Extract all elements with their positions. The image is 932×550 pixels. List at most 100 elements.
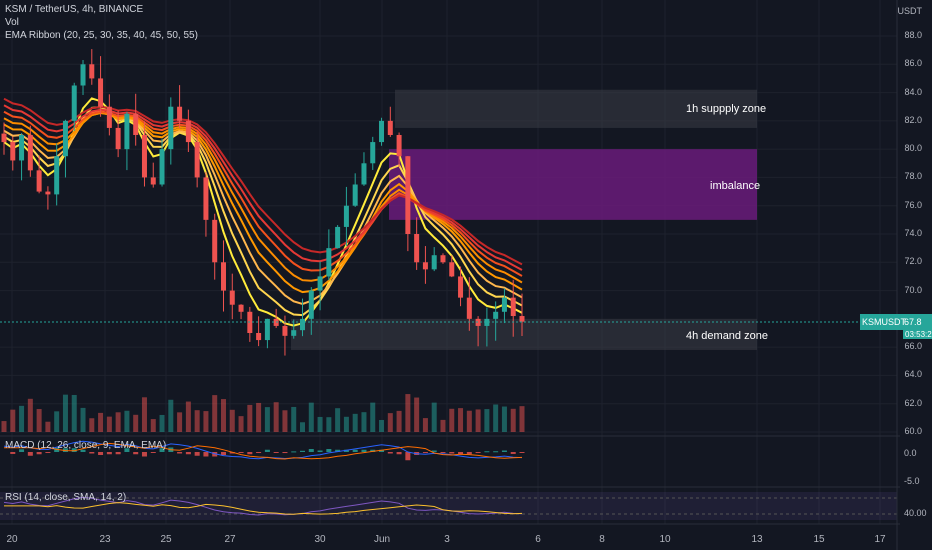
volume-bar — [80, 407, 86, 432]
volume-legend[interactable]: Vol — [5, 17, 19, 28]
candle-body — [352, 184, 358, 206]
volume-bar — [62, 394, 68, 432]
time-axis-label: 30 — [314, 534, 326, 545]
candle-body — [45, 191, 51, 195]
macd-histogram-bar — [220, 452, 226, 455]
time-axis-label: 25 — [160, 534, 172, 545]
candle-body — [238, 304, 244, 312]
candle-body — [36, 170, 42, 192]
zone-1 — [389, 149, 757, 220]
volume-bar — [106, 416, 112, 432]
macd-histogram-bar — [326, 449, 332, 452]
time-axis-label: 13 — [751, 534, 763, 545]
candle-body — [396, 135, 402, 157]
macd-histogram-bar — [379, 449, 385, 452]
macd-legend[interactable]: MACD (12, 26, close, 9, EMA, EMA) — [5, 440, 167, 451]
imbalance-zone-label: imbalance — [710, 180, 761, 192]
volume-bar — [177, 412, 183, 432]
macd-histogram-bar — [519, 452, 525, 453]
time-axis-label: 27 — [224, 534, 236, 545]
candle-body — [414, 234, 420, 263]
macd-histogram-bar — [80, 449, 86, 452]
time-axis-label: 3 — [444, 534, 450, 545]
rsi-line — [3, 496, 523, 516]
volume-bar — [36, 409, 42, 432]
candle-body — [89, 64, 95, 79]
macd-histogram-bar — [106, 452, 112, 455]
macd-histogram-bar — [317, 450, 323, 452]
candle-body — [98, 78, 104, 107]
bar-countdown: 03:53:2 — [903, 330, 932, 339]
macd-histogram-bar — [124, 448, 130, 452]
volume-bar — [352, 413, 358, 432]
last-price-tag: KSMUSDT 67.8 — [860, 314, 932, 330]
macd-histogram-bar — [238, 452, 244, 453]
macd-axis-neg: -5.0 — [904, 476, 920, 486]
candle-body — [27, 135, 33, 171]
macd-histogram-bar — [133, 452, 139, 455]
volume-bar — [484, 409, 490, 432]
macd-histogram-bar — [370, 449, 376, 452]
candle-body — [361, 163, 367, 185]
volume-bar — [405, 394, 411, 432]
volume-bar — [150, 419, 156, 432]
candle-body — [1, 133, 7, 143]
candle-body — [405, 156, 411, 234]
macd-histogram-bar — [159, 448, 165, 452]
zone-0 — [395, 89, 757, 128]
volume-bar — [510, 408, 516, 432]
macd-histogram-bar — [36, 452, 42, 455]
candle-body — [203, 177, 209, 220]
macd-histogram-bar — [387, 452, 393, 454]
price-axis-label: 66.0 — [904, 341, 922, 352]
price-axis-label: 76.0 — [904, 199, 922, 210]
ema-ribbon-legend[interactable]: EMA Ribbon (20, 25, 30, 35, 40, 45, 50, … — [5, 30, 198, 41]
volume-bar — [98, 412, 104, 432]
macd-histogram-bar — [422, 452, 428, 453]
rsi-legend[interactable]: RSI (14, close, SMA, 14, 2) — [5, 492, 127, 503]
macd-histogram-bar — [115, 452, 121, 455]
macd-histogram-bar — [396, 452, 402, 455]
volume-bar — [431, 402, 437, 432]
chart-title[interactable]: KSM / TetherUS, 4h, BINANCE — [5, 4, 144, 15]
candle-body — [501, 297, 507, 312]
volume-bar — [282, 410, 288, 432]
candle-body — [291, 330, 297, 336]
candle-body — [317, 276, 323, 291]
candle-body — [484, 318, 490, 326]
candle-body — [475, 318, 481, 326]
volume-bar — [396, 410, 402, 432]
macd-histogram-bar — [273, 452, 279, 453]
candle-body — [343, 205, 349, 227]
candle-body — [71, 85, 77, 121]
macd-histogram-bar — [45, 452, 51, 453]
macd-histogram-bar — [71, 448, 77, 452]
macd-histogram-bar — [484, 451, 490, 453]
price-axis-label: 60.0 — [904, 426, 922, 436]
macd-histogram-bar — [458, 452, 464, 455]
candle-body — [177, 106, 183, 121]
volume-bar — [519, 406, 525, 432]
candle-body — [282, 325, 288, 336]
time-axis-label: 17 — [874, 534, 886, 545]
volume-bar — [45, 421, 51, 432]
rsi-pane — [0, 492, 897, 520]
macd-histogram-bar — [27, 452, 33, 456]
macd-histogram-bar — [256, 452, 262, 453]
macd-histogram-bar — [194, 452, 200, 456]
volume-bar — [501, 406, 507, 432]
ema-line — [3, 104, 523, 271]
macd-histogram-bar — [475, 452, 481, 453]
macd-histogram-bar — [264, 449, 270, 452]
macd-histogram-bar — [10, 452, 16, 454]
candle-body — [168, 106, 174, 150]
candle-body — [10, 142, 16, 161]
supply-zone-label: 1h suppply zone — [686, 103, 767, 115]
volume-bar — [458, 408, 464, 432]
time-axis-label: 15 — [813, 534, 825, 545]
candle-body — [440, 255, 446, 263]
candle-body — [220, 262, 226, 291]
candle-body — [300, 318, 306, 331]
ema-line — [3, 97, 523, 327]
